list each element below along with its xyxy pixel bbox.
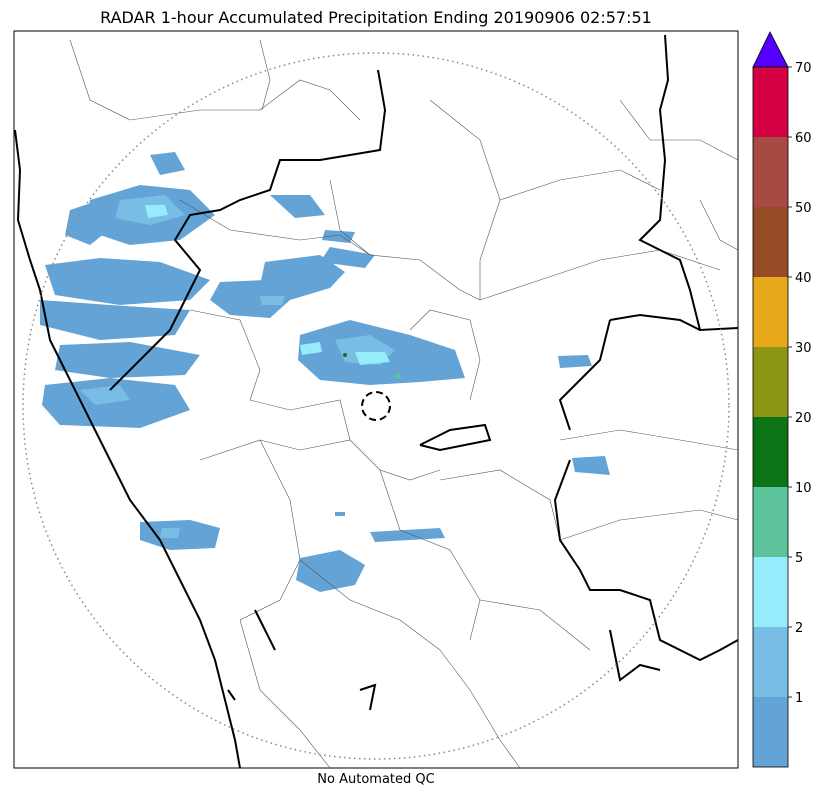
colorbar-segment (753, 347, 788, 417)
colorbar-tick-label: 50 (795, 201, 812, 216)
colorbar-segment (753, 697, 788, 767)
colorbar-segment (753, 277, 788, 347)
colorbar-segment (753, 207, 788, 277)
colorbar-tick-label: 5 (795, 551, 803, 566)
qc-note: No Automated QC (317, 772, 435, 787)
radar-site-marker (361, 391, 391, 421)
colorbar-segment (753, 627, 788, 697)
district-boundaries (69, 39, 739, 769)
colorbar-tick-label: 30 (795, 341, 812, 356)
colorbar-tick-label: 40 (795, 271, 812, 286)
colorbar-tick-label: 10 (795, 481, 812, 496)
range-ring (22, 52, 730, 760)
colorbar-segment (753, 557, 788, 627)
colorbar-segments (753, 67, 788, 767)
colorbar-segment (753, 417, 788, 487)
colorbar-segment (753, 67, 788, 137)
colorbar-tick-label: 2 (795, 621, 803, 636)
colorbar-segment (753, 487, 788, 557)
precipitation-echoes (40, 152, 610, 592)
colorbar-extend-arrow (752, 31, 789, 68)
colorbar-ticks: 1 2 5 10 20 30 40 50 60 70 (788, 61, 812, 706)
colorbar-tick-label: 20 (795, 411, 812, 426)
map-title: RADAR 1-hour Accumulated Precipitation E… (100, 8, 652, 27)
state-boundaries (14, 34, 739, 769)
colorbar-tick-label: 60 (795, 131, 812, 146)
colorbar-frame (752, 66, 789, 768)
radar-map (13, 30, 739, 769)
colorbar-tick-label: 70 (795, 61, 812, 76)
colorbar-segment (753, 137, 788, 207)
colorbar-tick-label: 1 (795, 691, 803, 706)
